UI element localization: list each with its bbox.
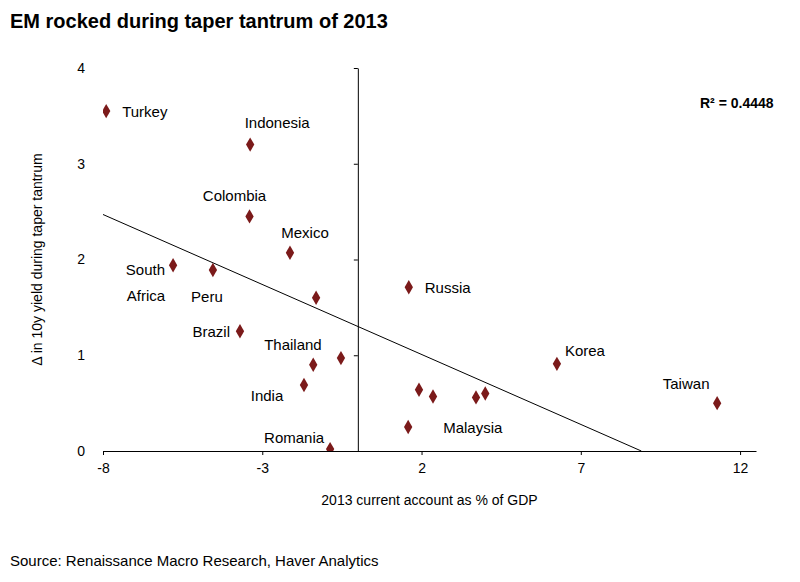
- point: [553, 357, 561, 371]
- x-tick-mark: [422, 451, 423, 455]
- point: [337, 351, 345, 365]
- plot-area: [103, 104, 721, 451]
- y-axis-line: [358, 69, 359, 452]
- point-label: Colombia: [203, 187, 267, 204]
- x-tick-mark: [103, 451, 104, 455]
- point: [312, 291, 320, 305]
- y-tick-label: 1: [77, 347, 85, 363]
- y-tick-mark: [354, 260, 358, 261]
- point-label: Russia: [425, 279, 472, 296]
- point-label: Mexico: [281, 224, 329, 241]
- point-label: Korea: [565, 342, 606, 359]
- point: [209, 263, 217, 277]
- y-axis: 0 1 2 3 4: [77, 60, 358, 459]
- x-axis-title: 2013 current account as % of GDP: [321, 492, 537, 508]
- trendline: [103, 214, 641, 451]
- y-tick-label: 3: [77, 156, 85, 172]
- point: [300, 378, 308, 392]
- x-tick-label: 2: [418, 460, 426, 476]
- point-label: Malaysia: [443, 419, 503, 436]
- point: [246, 137, 254, 151]
- title: EM rocked during taper tantrum of 2013: [10, 10, 388, 32]
- y-tick-mark: [354, 355, 358, 356]
- x-tick: 2: [418, 451, 426, 476]
- x-tick: -3: [257, 451, 270, 476]
- y-tick: 4: [77, 60, 358, 76]
- y-tick-mark: [354, 68, 358, 69]
- x-tick-mark: [740, 451, 741, 455]
- x-tick: 7: [577, 451, 585, 476]
- point-label: Romania: [264, 429, 325, 446]
- point: [286, 246, 294, 260]
- point-label: Indonesia: [245, 114, 311, 131]
- y-tick-label: 0: [77, 443, 85, 459]
- point: [103, 104, 110, 118]
- point: [415, 383, 423, 397]
- point: [713, 396, 721, 410]
- point-label: SouthAfrica: [126, 261, 166, 304]
- x-tick-mark: [581, 451, 582, 455]
- source: Source: Renaissance Macro Research, Have…: [10, 552, 379, 569]
- point: [429, 389, 437, 403]
- point: [405, 280, 413, 294]
- x-tick-label: 7: [577, 460, 585, 476]
- x-tick-label: 12: [733, 460, 749, 476]
- y-tick: 3: [77, 156, 358, 172]
- point: [169, 258, 177, 272]
- x-axis: -8 -3 2 7 12: [97, 451, 756, 476]
- point: [309, 358, 317, 372]
- y-tick-mark: [354, 451, 358, 452]
- x-tick-label: -3: [257, 460, 270, 476]
- point: [245, 209, 253, 223]
- point-label: Taiwan: [663, 375, 710, 392]
- point: [404, 420, 412, 434]
- point: [472, 390, 480, 404]
- y-tick-label: 2: [77, 251, 85, 267]
- x-tick-label: -8: [97, 460, 110, 476]
- point-label: Peru: [191, 288, 223, 305]
- x-tick-mark: [262, 451, 263, 455]
- x-tick: 12: [733, 451, 749, 476]
- y-axis-title: Δ in 10y yield during taper tantrum: [29, 153, 45, 365]
- x-tick: -8: [97, 451, 110, 476]
- chart: EM rocked during taper tantrum of 2013 -8…: [0, 0, 800, 582]
- point: [326, 442, 334, 451]
- y-tick-label: 4: [77, 60, 85, 76]
- point-label: India: [251, 387, 284, 404]
- point-label: Brazil: [192, 323, 230, 340]
- point: [481, 386, 489, 400]
- point-label: Thailand: [264, 336, 322, 353]
- point-label: Turkey: [122, 103, 168, 120]
- point: [236, 324, 244, 338]
- y-tick-mark: [354, 164, 358, 165]
- point-labels: Turkey Indonesia Colombia Mexico SouthAfrica…: [122, 103, 709, 446]
- annotation: R² = 0.4448: [700, 95, 774, 111]
- x-axis-line: [104, 451, 757, 452]
